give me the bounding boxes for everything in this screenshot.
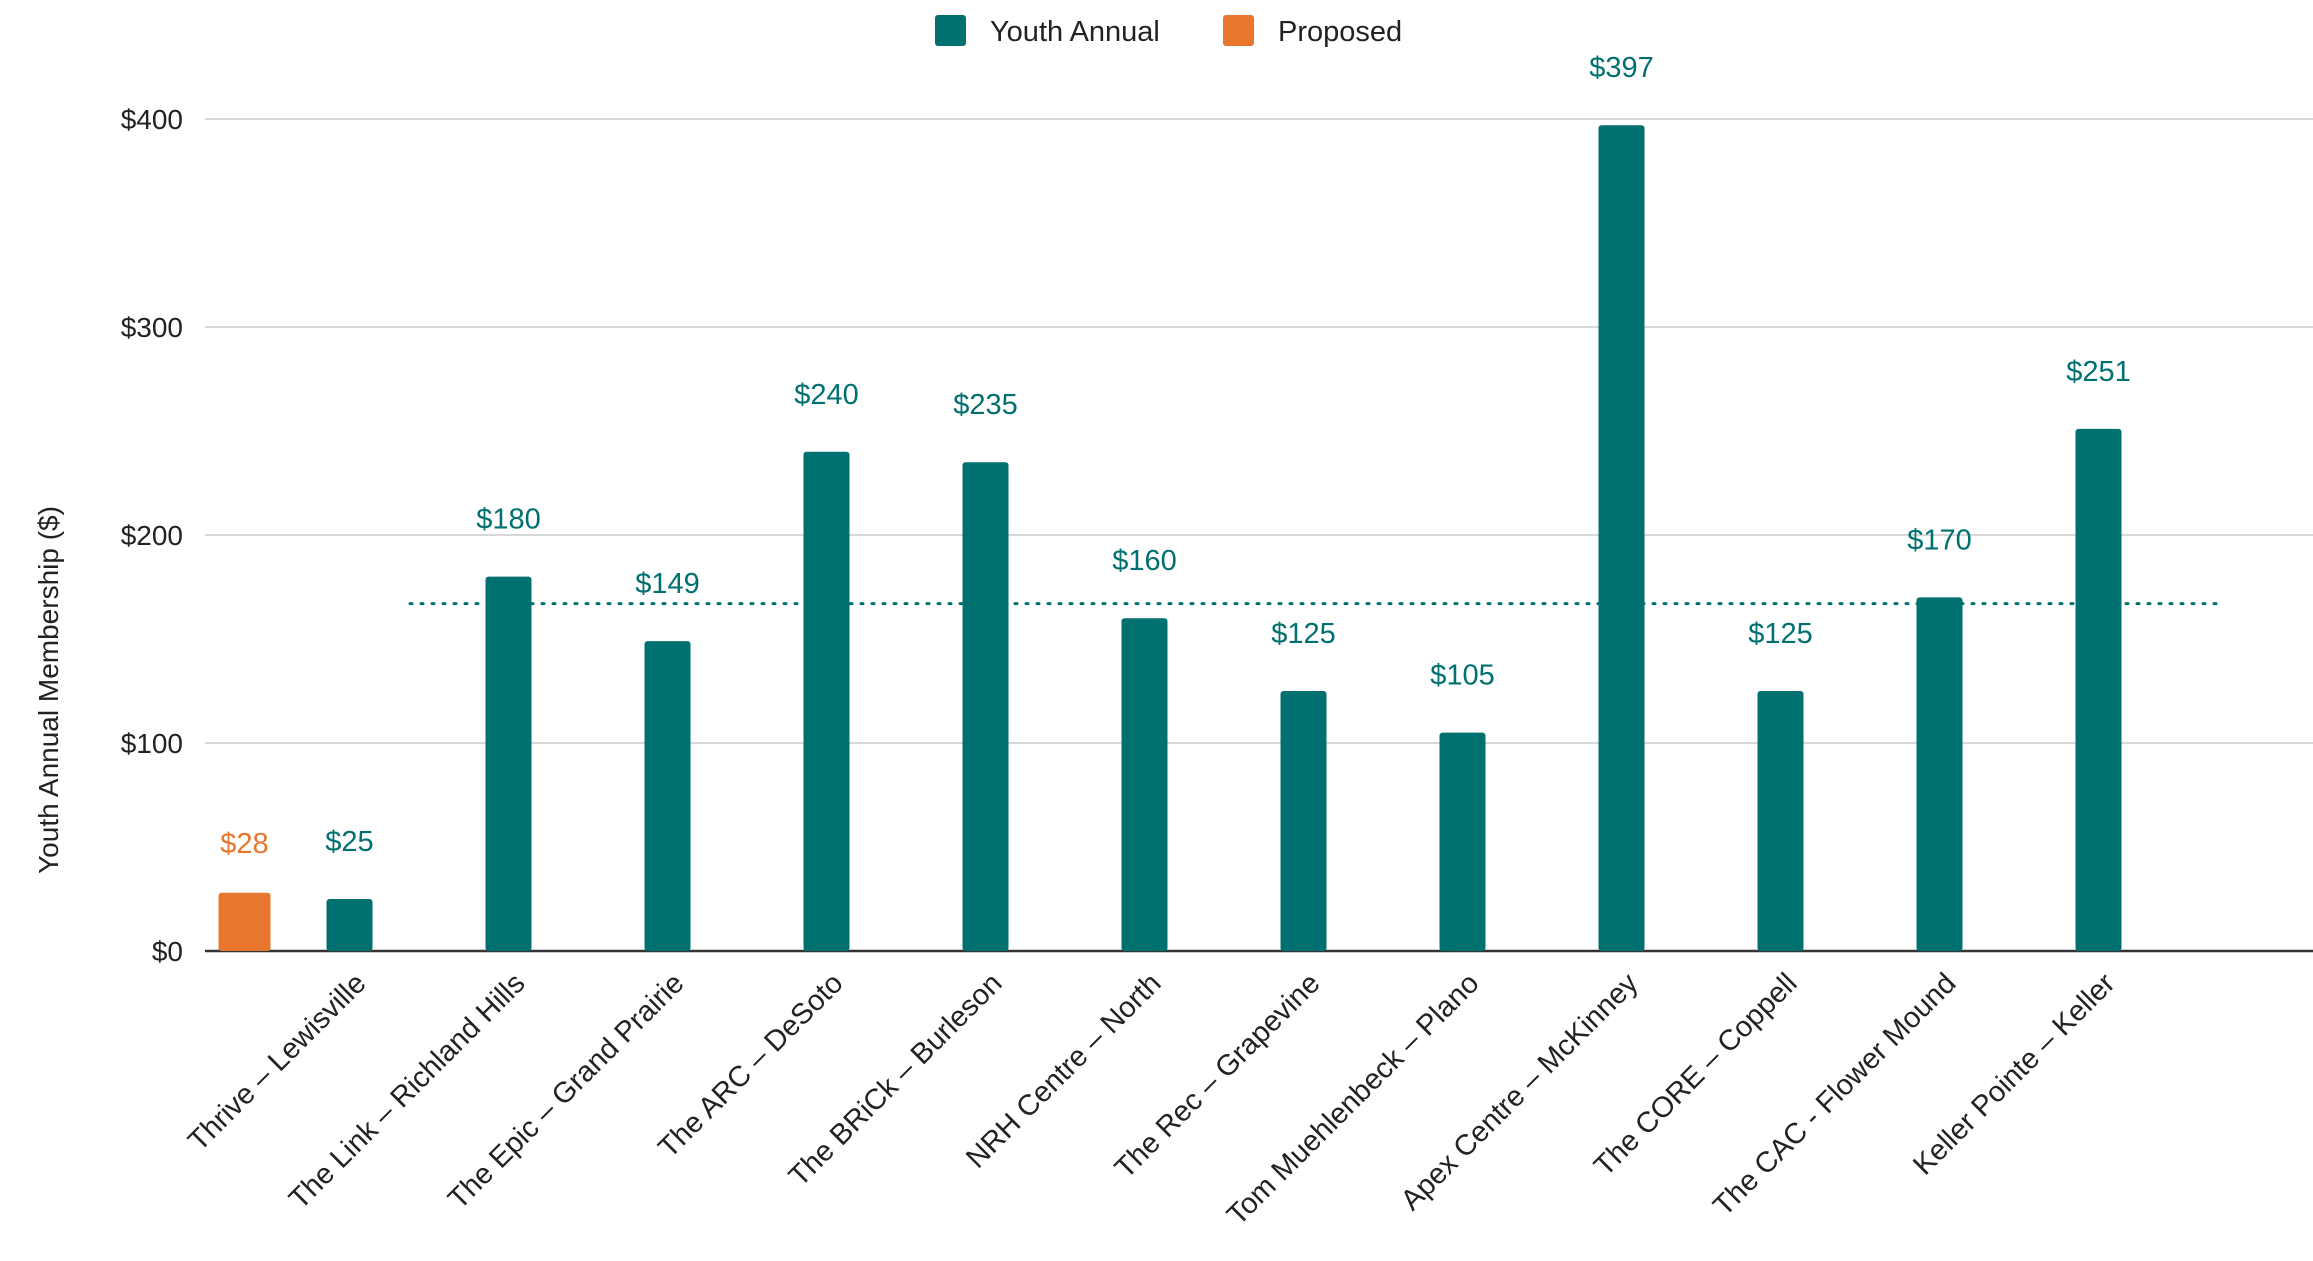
legend-label: Proposed: [1278, 16, 1402, 48]
x-tick-label: Thrive – Lewisville: [182, 967, 372, 1157]
legend-swatch: [1223, 15, 1254, 46]
y-axis-title: Youth Annual Membership ($): [33, 506, 64, 874]
data-label-youth-annual: $240: [794, 379, 859, 411]
bars: [218, 125, 2122, 952]
data-label-youth-annual: $125: [1748, 618, 1813, 650]
data-label-youth-annual: $25: [325, 826, 373, 858]
x-tick-label: Tom Muehlenbeck – Plano: [1221, 967, 1485, 1231]
data-label-youth-annual: $251: [2066, 356, 2131, 388]
data-label-youth-annual: $235: [953, 389, 1018, 421]
y-axis: $0 $100 $200 $300 $400: [121, 104, 183, 967]
bar-youth-annual: [1121, 618, 1168, 951]
bar-youth-annual: [1757, 691, 1804, 951]
legend-swatch: [935, 15, 966, 46]
data-label-proposed: $28: [220, 828, 268, 860]
bar-proposed: [218, 892, 271, 951]
y-tick-label: $100: [121, 728, 183, 759]
bar-youth-annual: [2075, 428, 2122, 951]
data-labels: $25 $180 $149 $240 $235 $160 $125 $105 $397 $125 $…: [220, 52, 2130, 860]
bar-youth-annual: [644, 641, 691, 951]
data-label-youth-annual: $105: [1430, 660, 1495, 692]
bar-youth-annual: [1439, 732, 1486, 951]
y-tick-label: $400: [121, 104, 183, 135]
grid-lines: [205, 118, 2313, 953]
data-label-youth-annual: $170: [1907, 524, 1972, 556]
data-label-youth-annual: $160: [1112, 545, 1177, 577]
legend-label: Youth Annual: [990, 16, 1160, 48]
bar-youth-annual: [1280, 691, 1327, 951]
bar-youth-annual: [1598, 125, 1645, 952]
bar-youth-annual: [803, 451, 850, 951]
data-label-youth-annual: $125: [1271, 618, 1336, 650]
y-tick-label: $0: [152, 936, 183, 967]
data-label-youth-annual: $180: [476, 504, 541, 536]
bar-youth-annual: [326, 899, 373, 951]
bar-youth-annual: [485, 576, 532, 951]
legend: Youth Annual Proposed: [935, 15, 1402, 48]
y-tick-label: $200: [121, 520, 183, 551]
y-tick-label: $300: [121, 312, 183, 343]
bar-youth-annual: [1916, 597, 1963, 951]
data-label-youth-annual: $149: [635, 568, 700, 600]
data-label-youth-annual: $397: [1589, 52, 1654, 84]
bar-youth-annual: [962, 462, 1009, 951]
